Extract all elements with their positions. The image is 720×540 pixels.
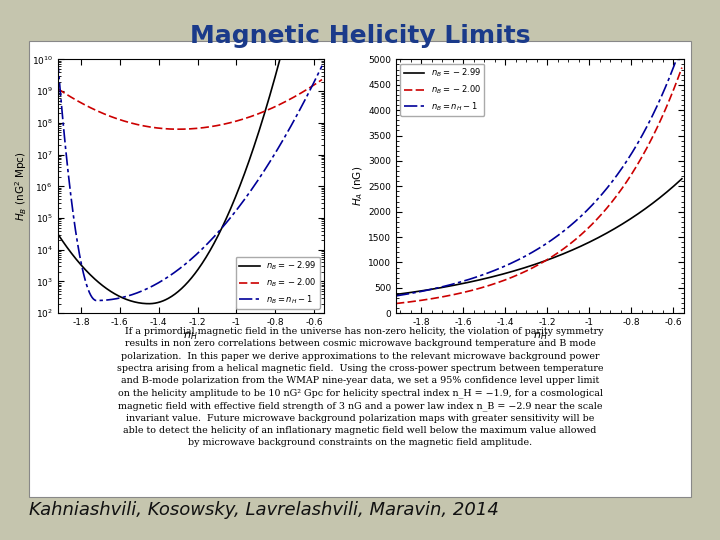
Legend: $n_B = -2.99$, $n_B = -2.00$, $n_B = n_H - 1$: $n_B = -2.99$, $n_B = -2.00$, $n_B = n_H… xyxy=(400,64,485,116)
Text: Kahniashvili, Kosowsky, Lavrelashvili, Maravin, 2014: Kahniashvili, Kosowsky, Lavrelashvili, M… xyxy=(29,502,499,519)
Legend: $n_B = -2.99$, $n_B = -2.00$, $n_B = n_H - 1$: $n_B = -2.99$, $n_B = -2.00$, $n_B = n_H… xyxy=(235,256,320,309)
X-axis label: $n_{H}$: $n_{H}$ xyxy=(184,330,198,342)
Y-axis label: $H_A$ (nG): $H_A$ (nG) xyxy=(352,166,365,206)
Text: Magnetic Helicity Limits: Magnetic Helicity Limits xyxy=(190,24,530,48)
Y-axis label: $H_B$ (nG$^2$ Mpc): $H_B$ (nG$^2$ Mpc) xyxy=(13,151,29,221)
Text: If a primordial magnetic field in the universe has non-zero helicity, the violat: If a primordial magnetic field in the un… xyxy=(116,327,604,447)
X-axis label: $n_{H}$: $n_{H}$ xyxy=(533,330,547,342)
